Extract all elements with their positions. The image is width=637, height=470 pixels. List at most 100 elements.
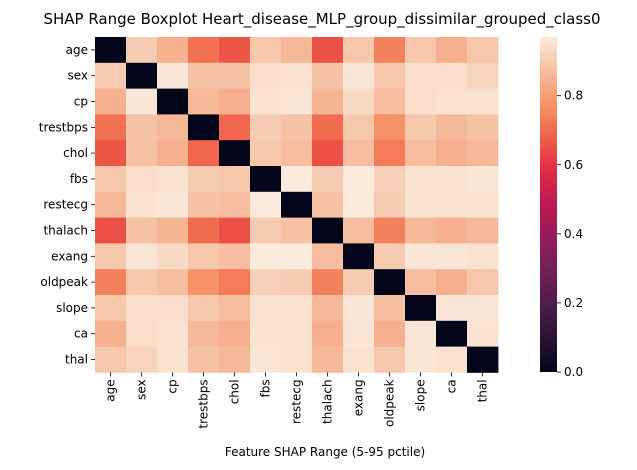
heatmap-cell-fbs-chol [219, 166, 251, 193]
heatmap-cell-chol-oldpeak [374, 140, 406, 167]
y-tick-label: thal [65, 353, 88, 367]
heatmap-cell-thal-restecg [281, 346, 313, 373]
y-tick-label: slope [56, 301, 88, 315]
x-tick-label: slope [414, 379, 428, 411]
heatmap-cell-chol-exang [343, 140, 375, 167]
heatmap-cell-chol-thalach [312, 140, 344, 167]
y-tick-label: thalach [43, 224, 88, 238]
heatmap-cell-exang-fbs [250, 243, 282, 270]
y-tick-label: sex [67, 69, 88, 83]
heatmap-cell-trestbps-exang [343, 114, 375, 141]
heatmap-cell-oldpeak-cp [157, 269, 189, 296]
x-tick-label: oldpeak [383, 379, 397, 427]
x-tick-label: age [104, 379, 118, 401]
heatmap-cell-oldpeak-thal [467, 269, 499, 296]
heatmap-cell-ca-slope [405, 320, 437, 347]
heatmap-cell-oldpeak-trestbps [188, 269, 220, 296]
heatmap-cell-exang-restecg [281, 243, 313, 270]
heatmap-cell-trestbps-oldpeak [374, 114, 406, 141]
heatmap-cell-ca-chol [219, 320, 251, 347]
heatmap-cell-sex-restecg [281, 62, 313, 89]
heatmap-cell-slope-thalach [312, 295, 344, 322]
heatmap-cell-sex-chol [219, 62, 251, 89]
y-tick-label: chol [63, 146, 88, 160]
heatmap-cell-oldpeak-fbs [250, 269, 282, 296]
heatmap-cell-thal-thalach [312, 346, 344, 373]
heatmap-cell-age-oldpeak [374, 37, 406, 64]
heatmap-cell-oldpeak-age [95, 269, 127, 296]
heatmap-cell-trestbps-thal [467, 114, 499, 141]
heatmap-cell-age-trestbps [188, 37, 220, 64]
heatmap-cell-exang-thal [467, 243, 499, 270]
heatmap-cell-exang-age [95, 243, 127, 270]
heatmap-cell-oldpeak-ca [436, 269, 468, 296]
heatmap-cell-cp-thalach [312, 88, 344, 115]
heatmap-cell-chol-restecg [281, 140, 313, 167]
colorbar-tick-label: 0.8 [564, 89, 583, 103]
heatmap-cell-sex-cp [157, 62, 189, 89]
x-tick-label: thal [476, 379, 490, 402]
heatmap-cell-thalach-age [95, 217, 127, 244]
heatmap-cell-ca-restecg [281, 320, 313, 347]
x-tick-label: thalach [321, 379, 335, 424]
heatmap-cell-age-sex [126, 37, 158, 64]
heatmap-cell-restecg-thalach [312, 191, 344, 218]
heatmap-cell-oldpeak-oldpeak [374, 269, 406, 296]
heatmap-cell-exang-oldpeak [374, 243, 406, 270]
heatmap-cell-sex-trestbps [188, 62, 220, 89]
heatmap-cell-restecg-restecg [281, 191, 313, 218]
heatmap-cell-thalach-trestbps [188, 217, 220, 244]
heatmap-cell-fbs-sex [126, 166, 158, 193]
heatmap-cell-restecg-ca [436, 191, 468, 218]
heatmap-cells [95, 37, 499, 373]
heatmap-cell-thalach-thalach [312, 217, 344, 244]
heatmap-cell-slope-fbs [250, 295, 282, 322]
heatmap-cell-chol-slope [405, 140, 437, 167]
heatmap-cell-oldpeak-chol [219, 269, 251, 296]
heatmap-cell-thal-thal [467, 346, 499, 373]
heatmap-cell-slope-oldpeak [374, 295, 406, 322]
colorbar-tick-label: 0.4 [564, 227, 583, 241]
heatmap-cell-age-restecg [281, 37, 313, 64]
heatmap-cell-restecg-cp [157, 191, 189, 218]
x-axis-ticks: age sex cp trestbps chol fbs restecg thalach exa… [104, 372, 490, 429]
heatmap-cell-fbs-cp [157, 166, 189, 193]
heatmap-cell-sex-fbs [250, 62, 282, 89]
heatmap-cell-chol-ca [436, 140, 468, 167]
heatmap-cell-age-age [95, 37, 127, 64]
heatmap-cell-thal-oldpeak [374, 346, 406, 373]
heatmap-cell-oldpeak-thalach [312, 269, 344, 296]
heatmap-cell-restecg-fbs [250, 191, 282, 218]
heatmap-cell-chol-thal [467, 140, 499, 167]
heatmap-cell-thal-age [95, 346, 127, 373]
heatmap-cell-chol-age [95, 140, 127, 167]
heatmap-cell-thalach-cp [157, 217, 189, 244]
y-tick-label: restecg [43, 198, 88, 212]
heatmap-cell-slope-ca [436, 295, 468, 322]
y-tick-label: trestbps [39, 120, 88, 134]
heatmap-cell-slope-thal [467, 295, 499, 322]
heatmap-cell-sex-thalach [312, 62, 344, 89]
heatmap-cell-exang-thalach [312, 243, 344, 270]
heatmap-cell-ca-thalach [312, 320, 344, 347]
heatmap-cell-ca-fbs [250, 320, 282, 347]
heatmap-cell-fbs-oldpeak [374, 166, 406, 193]
y-tick-label: fbs [70, 172, 88, 186]
heatmap-cell-slope-exang [343, 295, 375, 322]
heatmap-cell-age-ca [436, 37, 468, 64]
heatmap-cell-thalach-oldpeak [374, 217, 406, 244]
chart-title: SHAP Range Boxplot Heart_disease_MLP_gro… [43, 10, 600, 29]
heatmap-cell-sex-thal [467, 62, 499, 89]
heatmap-cell-ca-thal [467, 320, 499, 347]
heatmap-cell-ca-trestbps [188, 320, 220, 347]
heatmap-cell-trestbps-fbs [250, 114, 282, 141]
heatmap-cell-trestbps-age [95, 114, 127, 141]
heatmap-cell-thalach-slope [405, 217, 437, 244]
heatmap-cell-thalach-fbs [250, 217, 282, 244]
x-tick-label: restecg [290, 379, 304, 424]
colorbar-tick-label: 0.6 [564, 158, 583, 172]
heatmap-cell-exang-cp [157, 243, 189, 270]
heatmap-cell-slope-sex [126, 295, 158, 322]
heatmap-cell-trestbps-trestbps [188, 114, 220, 141]
